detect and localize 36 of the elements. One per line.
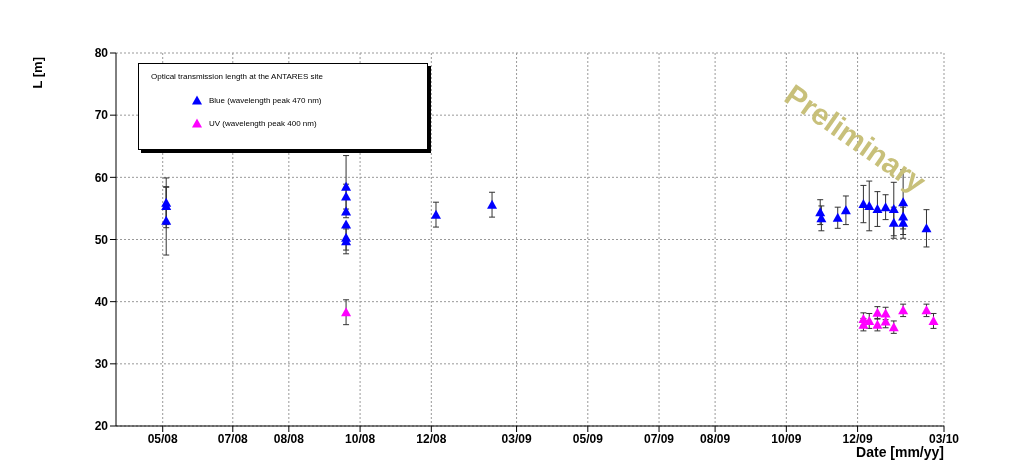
x-tick-label: 03/09 [501,431,532,446]
x-tick-label: 05/09 [572,431,604,446]
x-axis-title: Date [mm/yy] [856,444,944,460]
y-tick-label: 30 [94,357,109,372]
y-tick-label: 70 [94,108,109,123]
x-tick-label: 03/10 [928,431,960,446]
x-tick-label: 10/09 [771,431,802,446]
x-tick-label: 12/08 [416,431,447,446]
y-tick-label: 20 [94,419,109,434]
point [487,199,498,209]
x-tick-label: 05/08 [147,431,179,446]
legend-label: Blue (wavelength peak 470 nm) [209,96,322,105]
point [888,217,899,227]
x-tick-label: 07/08 [217,431,249,446]
point [840,205,851,215]
point [341,307,352,317]
x-tick-label: 12/09 [842,431,873,446]
legend-title: Optical transmission length at the ANTARES site [151,72,324,81]
y-axis-title: L [m] [30,57,45,89]
y-tick-label: 60 [94,170,109,185]
y-tick-label: 50 [94,232,109,247]
x-tick-label: 08/09 [700,431,731,446]
point [341,191,352,201]
y-tick-label: 40 [94,294,109,309]
x-tick-label: 07/09 [644,431,675,446]
point [864,200,875,210]
point [872,204,883,214]
point [921,223,932,233]
x-tick-label: 10/08 [345,431,376,446]
point [880,202,891,212]
x-tick-label: 08/08 [273,431,305,446]
point [928,315,939,325]
point [430,209,441,219]
point [832,212,843,222]
legend-label: UV (wavelength peak 400 nm) [209,119,317,128]
y-tick-label: 80 [94,46,109,61]
